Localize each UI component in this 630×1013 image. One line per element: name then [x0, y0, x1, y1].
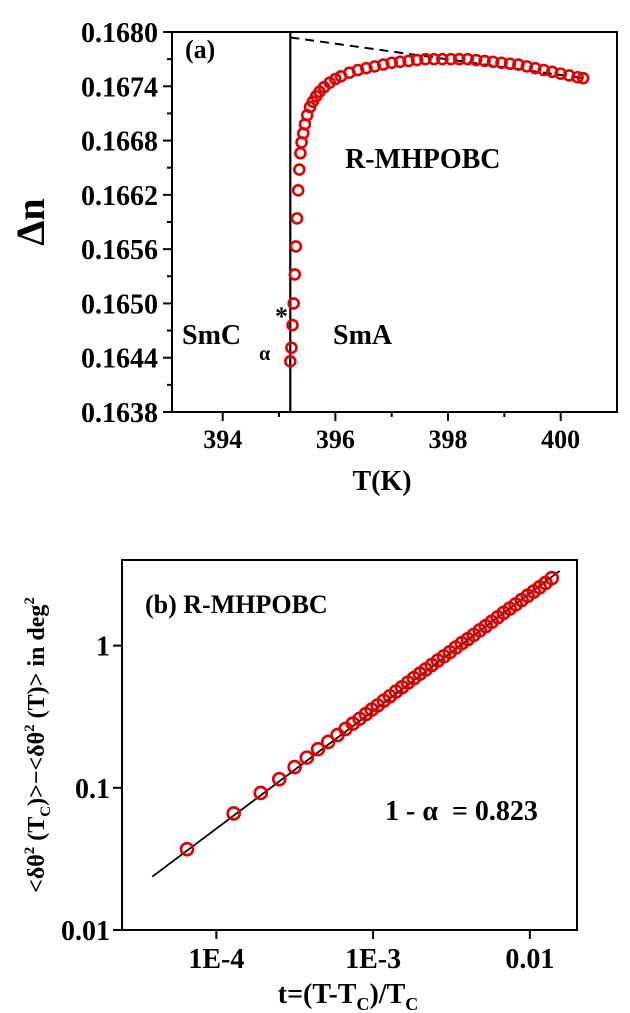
panel-a-plot-frame [171, 31, 618, 413]
panel-a-data-point [427, 52, 441, 66]
panel-b-exponent-annotation: 1 - α = 0.823 [385, 796, 538, 827]
panel-b-data-point [544, 570, 560, 586]
panel-a-data-point [286, 318, 299, 332]
panel-a-data-point [291, 184, 305, 197]
phase-left-subscript: α [259, 343, 270, 365]
panel-a-data-point [289, 240, 303, 253]
panel-a-y-tick-label: 0.1680 [81, 18, 158, 49]
panel-a-x-tick-label: 396 [316, 425, 355, 454]
panel-a-x-tick-label: 400 [541, 425, 580, 454]
panel-a-data-point [285, 341, 298, 355]
panel-a-data-point [294, 146, 307, 160]
panel-a-y-axis-label: Δn [8, 198, 53, 245]
panel-a-data-point [410, 53, 424, 67]
panel-a-x-axis-label: T(K) [352, 466, 411, 497]
panel-a-data-point [444, 52, 458, 66]
panel-a-y-tick-label: 0.1644 [81, 344, 158, 375]
panel-b-y-tick-label: 0.01 [61, 916, 110, 947]
phase-left-superscript: * [275, 302, 288, 331]
panel-a-lines [289, 32, 584, 412]
panel-a-data-point [288, 268, 302, 281]
panel-b-data-point [271, 771, 287, 787]
panel-a-data-point [478, 54, 491, 68]
panel-a-data-point [287, 297, 300, 310]
panel-b-x-tick-label: 1E-3 [345, 944, 401, 975]
panel-b-data-point [320, 734, 336, 750]
panel-a-data-point [486, 55, 500, 69]
phase-left-label: SmC [182, 320, 241, 351]
panel-b-data-point [253, 785, 269, 801]
panel-b-x-axis-label: t=(T-TC)/TC [278, 979, 419, 1013]
panel-a-data-point [576, 71, 590, 85]
panel-a-fit-line [290, 36, 584, 80]
panel-a-y-tick-label: 0.1668 [81, 127, 158, 158]
panel-a-data-point [495, 56, 508, 70]
panel-a-data-point [419, 52, 432, 66]
panel-b-data-point [287, 759, 302, 775]
panel-b-data-point [310, 741, 326, 757]
panel-a-x-ticks: 394 396 398 400 [203, 412, 580, 454]
panel-a-y-tick-label: 0.1638 [81, 398, 158, 429]
panel-a-x-tick-label: 398 [429, 425, 468, 454]
panel-a-data-point [385, 56, 398, 70]
panel-b-y-tick-label: 1 [96, 632, 110, 663]
panel-b-points [179, 570, 560, 857]
panel-a-data-point [283, 355, 297, 368]
panel-b-x-tick-label: 0.01 [505, 944, 554, 975]
phase-right-label: SmA [333, 320, 393, 351]
panel-a-points [283, 52, 590, 368]
panel-a-data-point [571, 70, 584, 84]
panel-a-y-tick-label: 0.1656 [81, 235, 158, 266]
panel-a-compound-label: R-MHPOBC [345, 144, 501, 175]
panel-a-data-point [402, 54, 415, 68]
panel-b-x-tick-label: 1E-4 [188, 944, 244, 975]
panel-b-y-axis-label: <δθ2 (TC)>−<δθ2 (T)> in deg2 [22, 597, 54, 893]
panel-b-data-point [226, 806, 241, 821]
panel-a-y-tick-label: 0.1650 [81, 289, 158, 320]
panel-a-y-tick-label: 0.1662 [81, 181, 158, 212]
panel-b-x-ticks: 1E-4 1E-3 0.01 [188, 930, 554, 975]
panel-b-data-point [179, 841, 195, 857]
panel-b-plot-frame [121, 559, 578, 931]
panel-a-y-tick-label: 0.1674 [81, 72, 158, 103]
panel-a-data-point [436, 52, 449, 66]
panel-a-data-point [452, 52, 466, 66]
panel-b-label: (b) R-MHPOBC [145, 590, 328, 619]
panel-b-y-ticks: 0.01 0.1 1 [61, 632, 122, 947]
panel-a-x-tick-label: 394 [203, 425, 242, 454]
panel-a: 0.1638 0.1644 0.1650 0.1656 0.1662 0.1668 0.16… [8, 18, 618, 497]
panel-a-data-point [461, 52, 475, 66]
panel-a-y-ticks: 0.1638 0.1644 0.1650 0.1656 0.1662 0.1668 0.16… [81, 18, 172, 429]
panel-b-data-point [299, 750, 315, 765]
panel-a-label: (a) [185, 35, 215, 64]
panel-b-y-tick-label: 0.1 [75, 774, 110, 805]
panel-a-data-point [290, 212, 304, 225]
panel-a-data-point [469, 53, 483, 67]
panel-a-data-point [503, 57, 517, 70]
panel-b: 0.01 0.1 1 1E-4 1E-3 0.01 (b) R-MHPOBC 1 - α… [22, 559, 578, 1013]
panel-a-phase-left: SmC α * [182, 302, 288, 365]
panel-a-data-point [293, 163, 306, 176]
panel-a-data-point [393, 55, 407, 69]
